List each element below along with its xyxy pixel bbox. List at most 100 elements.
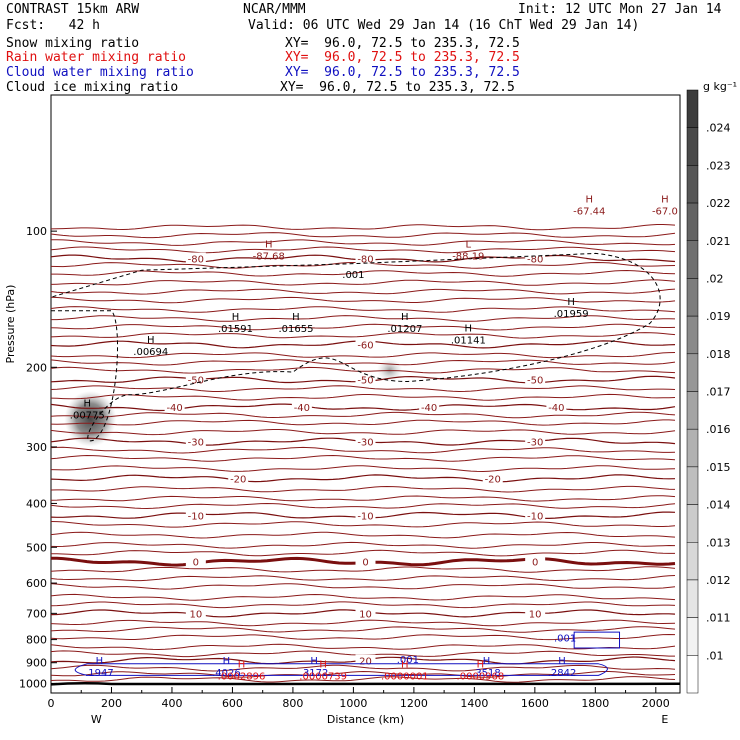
isotherm-label-bg — [355, 252, 376, 264]
colorbar-segment — [686, 165, 699, 204]
y-tick-label: 600 — [26, 577, 47, 590]
extremum-marker: H — [477, 659, 485, 670]
isotherm-line — [50, 352, 676, 359]
isotherm-label: -30 — [188, 438, 204, 449]
isotherm-line — [50, 288, 676, 295]
isotherm-line — [50, 323, 676, 331]
isotherm-line — [50, 232, 676, 239]
y-tick-label: 400 — [26, 497, 47, 510]
colorbar-segment — [686, 655, 699, 694]
isotherm-line — [50, 495, 676, 502]
extremum-marker: H — [84, 399, 92, 410]
isotherm-label-bg — [525, 509, 546, 521]
extremum-value: .01207 — [387, 324, 422, 335]
extremum-marker: L — [466, 239, 472, 250]
colorbar-segment — [686, 278, 699, 317]
colorbar-segment — [686, 466, 699, 505]
isotherm-label: -30 — [357, 438, 373, 449]
forecast-hour: Fcst: 42 h — [6, 18, 100, 33]
isotherm-line — [50, 465, 676, 473]
isotherm-line — [51, 315, 676, 322]
isotherm-line — [50, 583, 676, 590]
isotherm-line — [50, 429, 676, 436]
isotherm-line — [50, 359, 676, 366]
isotherm-line — [50, 566, 676, 573]
x-tick-label: 2000 — [642, 697, 670, 710]
isotherm-label-bg — [525, 555, 546, 567]
isotherm-line — [50, 296, 676, 304]
field-rain-name: Rain water mixing ratio — [6, 50, 187, 65]
field-rain-xy: XY= 96.0, 72.5 to 235.3, 72.5 — [285, 50, 520, 65]
isotherm-label-bg — [546, 401, 567, 413]
y-tick-label: 500 — [26, 541, 47, 554]
endpoint-left-label: W — [91, 713, 102, 726]
cloud-ice-label: .001 — [342, 270, 364, 281]
isotherm-line — [50, 279, 676, 286]
isotherm-line — [50, 575, 676, 582]
field-cloud-water-name: Cloud water mixing ratio — [6, 65, 194, 80]
cloud-water-label: .001 — [397, 655, 419, 666]
plot-frame — [50, 94, 681, 694]
extremum-value: .3172 — [300, 668, 329, 679]
y-tick-label: 100 — [26, 225, 47, 238]
x-tick-label: 800 — [282, 697, 303, 710]
colorbar-tick-label: .015 — [706, 461, 731, 474]
extremum-value: .3518 — [472, 668, 501, 679]
surface-line — [50, 682, 681, 686]
isotherm-line — [50, 502, 676, 510]
x-tick-label: 1600 — [521, 697, 549, 710]
colorbar-tick-label: .011 — [706, 612, 731, 625]
extremum-marker: H — [147, 335, 155, 346]
isotherm-line — [50, 306, 676, 313]
colorbar-segment — [686, 89, 699, 128]
isotherm-line — [50, 454, 676, 462]
isotherm-line — [50, 619, 676, 627]
isotherm-label: -30 — [527, 438, 543, 449]
colorbar-unit: g kg⁻¹ — [703, 80, 737, 93]
extremum-marker: H — [558, 656, 566, 667]
colorbar-tick-label: .023 — [706, 159, 731, 172]
extremum-marker: H — [292, 312, 300, 323]
extremum-marker: H — [232, 312, 240, 323]
isotherm-label-bg — [185, 252, 206, 264]
init-time: Init: 12 UTC Mon 27 Jan 14 — [518, 2, 722, 17]
isotherm-label-bg — [355, 555, 376, 567]
y-tick-label: 800 — [26, 634, 47, 647]
endpoint-right-label: E — [661, 713, 668, 726]
isotherm-label-bg — [355, 435, 376, 447]
isotherm-line — [50, 411, 676, 419]
colorbar-segment — [686, 127, 699, 166]
extremum-value: .4026 — [212, 668, 241, 679]
isotherm-label-bg — [525, 607, 546, 619]
isotherm-label: 0 — [193, 558, 199, 569]
isotherm-line — [50, 531, 676, 539]
isotherm-label: 10 — [189, 609, 202, 620]
x-tick-label: 1800 — [581, 697, 609, 710]
isotherm-line — [50, 332, 676, 339]
colorbar-tick-label: .01 — [706, 649, 724, 662]
extremum-value: .00775 — [70, 411, 105, 422]
extremum-value: .2842 — [548, 668, 577, 679]
extremum-marker: H — [586, 194, 594, 205]
extremum-value: .01959 — [554, 309, 589, 320]
isotherm-label-bg — [185, 607, 206, 619]
isotherm-line — [50, 633, 676, 641]
isotherm-label: 0 — [532, 558, 538, 569]
x-tick-label: 200 — [101, 697, 122, 710]
extremum-marker: H — [483, 656, 491, 667]
cloud-water-label: .001 — [554, 634, 576, 645]
extremum-value: .00694 — [133, 347, 168, 358]
isotherm-line — [50, 549, 675, 557]
extremum-marker: H — [238, 659, 246, 670]
isotherm-label: -40 — [548, 403, 564, 414]
x-axis-title: Distance (km) — [327, 713, 404, 726]
isotherm-label-bg — [482, 472, 503, 484]
isotherm-label: -50 — [357, 376, 373, 387]
isotherm-label: -80 — [188, 255, 204, 266]
isotherm-line — [50, 485, 676, 493]
extremum-value: .0000739 — [299, 671, 347, 682]
isotherm-line — [50, 446, 676, 454]
cloud-ice-contour — [50, 252, 661, 442]
field-cloud-ice-name: Cloud ice mixing ratio — [6, 80, 179, 95]
